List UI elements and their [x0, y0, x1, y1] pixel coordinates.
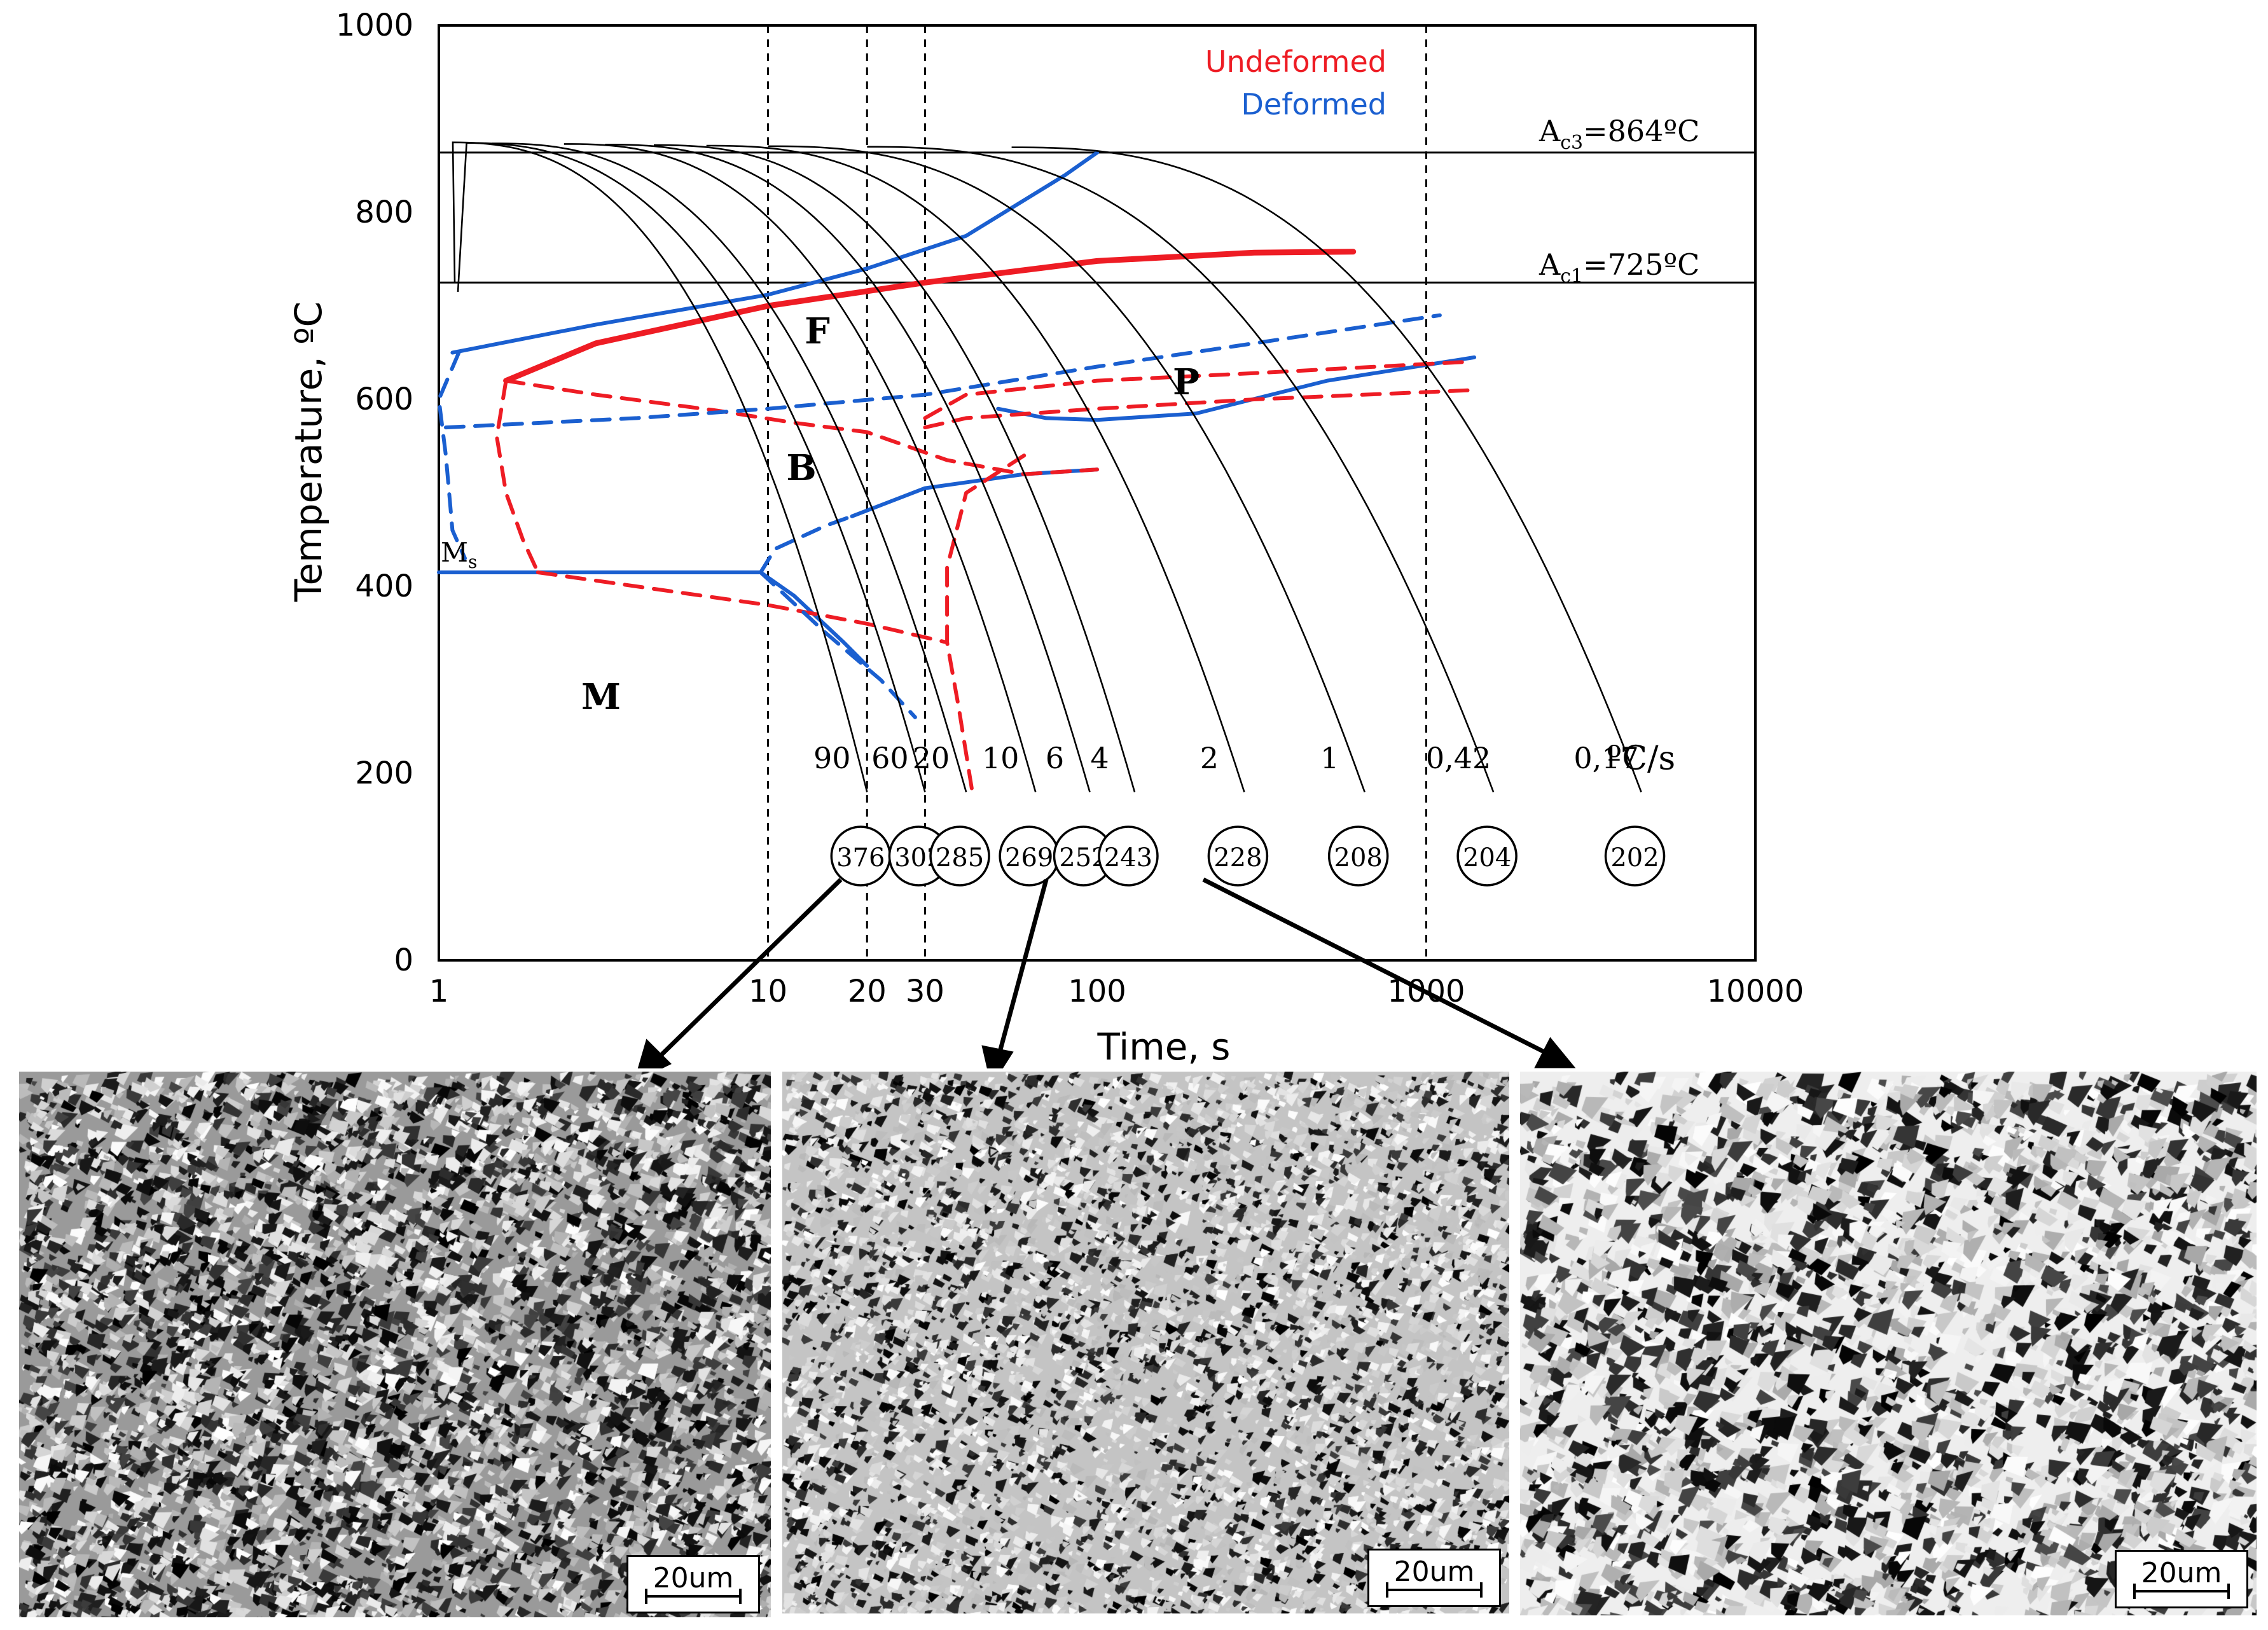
- micrograph-panel-3: 20um: [1520, 1072, 2257, 1615]
- phase-label-ferrite: F: [805, 310, 830, 352]
- y-axis-label: Temperature, ºC: [287, 301, 330, 602]
- hardness-value: 376: [836, 843, 885, 873]
- transformation-line-deformed-13: [759, 514, 854, 574]
- transformation-line-undeformed-7: [536, 570, 950, 645]
- y-tick-label: 200: [355, 756, 413, 791]
- cooling-curve-20: [492, 142, 967, 792]
- micrograph-panel-1: 20um: [19, 1072, 771, 1617]
- phase-label-martensite: M: [581, 676, 621, 718]
- cooling-rate-label: 1: [1320, 741, 1339, 775]
- cooling-rate-label: 60: [871, 741, 909, 775]
- cooling-rate-label: 20: [913, 741, 950, 775]
- hardness-value: 204: [1463, 843, 1511, 873]
- scale-bar-3-text: 20um: [2141, 1557, 2222, 1589]
- y-tick-label: 600: [355, 382, 413, 417]
- cooling-rate-label: 4: [1090, 741, 1109, 775]
- micrograph-panel-2: 20um: [782, 1072, 1509, 1613]
- y-tick-label: 400: [355, 569, 413, 604]
- x-axis-label: Time, s: [1096, 1025, 1230, 1068]
- pointer-arrows: [637, 877, 1576, 1068]
- transformation-line-undeformed-6: [495, 378, 540, 574]
- transformation-line-undeformed-0: [503, 249, 1357, 384]
- legend-deformed: Deformed: [1241, 87, 1386, 121]
- scale-bar-1-text: 20um: [653, 1562, 734, 1594]
- hardness-value: 243: [1104, 843, 1152, 873]
- x-tick-label: 30: [906, 974, 944, 1009]
- cooling-rate-label: 2: [1200, 741, 1219, 775]
- arrow-head-3: [1534, 1037, 1576, 1068]
- transformation-line-undeformed-9: [923, 388, 1477, 430]
- hardness-circle: [1327, 825, 1389, 887]
- scale-bar-3-line: [2133, 1584, 2230, 1599]
- transformation-line-deformed-14: [759, 570, 917, 719]
- scale-bar-1-line: [645, 1589, 742, 1604]
- cooling-rate-unit: ºC/s: [1607, 740, 1675, 778]
- transformation-line-deformed-2: [996, 355, 1477, 422]
- cooling-curve-90: [452, 141, 868, 792]
- cooling-rate-label: 6: [1046, 741, 1064, 775]
- cooling-curve-4: [654, 144, 1136, 792]
- transformation-line-undeformed-10: [945, 453, 1027, 799]
- cooling-curve-60: [457, 142, 926, 792]
- micrograph-3-texture: [1520, 1072, 2257, 1615]
- transformation-line-deformed-1: [450, 150, 1099, 355]
- transformation-line-undeformed-5: [504, 378, 1099, 476]
- x-tick-label: 100: [1068, 974, 1126, 1009]
- x-tick-label: 1: [429, 974, 449, 1009]
- hardness-value: 269: [1005, 843, 1053, 873]
- transformation-line-deformed-4: [850, 467, 1099, 518]
- hardness-circle: [1604, 825, 1666, 887]
- arrow-head-2: [981, 1045, 1014, 1068]
- cooling-curve-2: [706, 144, 1245, 792]
- hardness-value: 228: [1214, 843, 1262, 873]
- phase-label-pearlite: P: [1173, 361, 1200, 403]
- cooling-curve-6: [605, 144, 1091, 792]
- x-tick-label: 10000: [1707, 974, 1804, 1009]
- cooling-curve-0-17: [1011, 146, 1642, 792]
- arrow-to-micrograph-1: [646, 878, 843, 1068]
- cooling-curve-0-42: [867, 146, 1495, 792]
- hardness-circle: [1456, 825, 1518, 887]
- cct-diagram: 9037660302202851026962524243222812080,42…: [287, 8, 1804, 1068]
- arrow-to-micrograph-2: [993, 879, 1049, 1068]
- transformation-line-undeformed-8: [923, 360, 1466, 420]
- arrow-head-1: [637, 1039, 672, 1068]
- legend-undeformed: Undeformed: [1205, 45, 1386, 79]
- hardness-circle: [1098, 825, 1159, 887]
- transformation-line-deformed-11: [444, 313, 1442, 430]
- y-tick-label: 1000: [336, 8, 413, 43]
- ms-label: Ms: [441, 537, 477, 572]
- ac1-label: Ac1=725ºC: [1539, 247, 1699, 287]
- phase-label-bainite: B: [786, 447, 816, 489]
- scale-bar-2-text: 20um: [1393, 1556, 1475, 1588]
- y-tick-label: 800: [355, 195, 413, 230]
- cooling-rate-label: 0,42: [1426, 741, 1491, 775]
- arrow-to-micrograph-3: [1202, 877, 1547, 1055]
- transformation-line-deformed-12: [437, 350, 467, 560]
- cooling-rate-label: 90: [813, 741, 851, 775]
- hardness-value: 202: [1610, 843, 1659, 873]
- y-tick-label: 0: [394, 943, 413, 978]
- scale-bar-3: 20um: [2115, 1550, 2248, 1608]
- ac3-label: Ac3=864ºC: [1539, 114, 1699, 154]
- cooling-rate-label: 0,17: [1573, 741, 1638, 775]
- micrograph-2-texture: [782, 1072, 1509, 1613]
- micrograph-1-texture: [19, 1072, 771, 1617]
- hardness-value: 208: [1334, 843, 1383, 873]
- hardness-circle: [929, 825, 990, 887]
- cooling-curve-1: [768, 145, 1366, 792]
- plot-area-frame: [438, 24, 1757, 962]
- cooling-curve-10: [564, 143, 1037, 792]
- cooling-rate-label: 10: [982, 741, 1020, 775]
- hardness-circle: [1207, 825, 1269, 887]
- scale-bar-2: 20um: [1367, 1549, 1501, 1607]
- transformation-line-deformed-3: [437, 570, 869, 668]
- hardness-value: 285: [936, 843, 984, 873]
- x-tick-label: 20: [848, 974, 887, 1009]
- x-tick-label: 10: [749, 974, 787, 1009]
- scale-bar-2-line: [1386, 1582, 1483, 1598]
- scale-bar-1: 20um: [626, 1555, 760, 1613]
